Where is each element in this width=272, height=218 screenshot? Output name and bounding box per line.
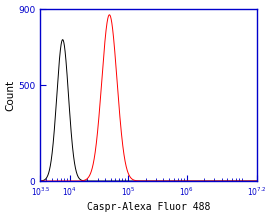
Y-axis label: Count: Count xyxy=(5,80,16,111)
X-axis label: Caspr-Alexa Fluor 488: Caspr-Alexa Fluor 488 xyxy=(87,203,210,213)
